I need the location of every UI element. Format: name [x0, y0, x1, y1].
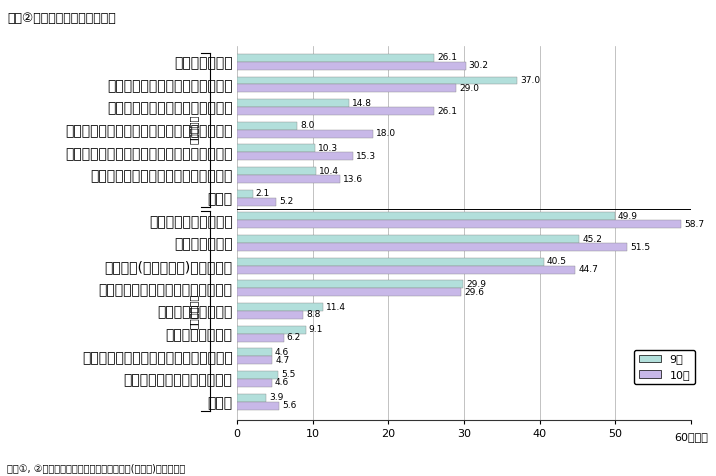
Text: 44.7: 44.7	[579, 265, 599, 274]
Bar	[237, 84, 456, 92]
Text: 9.1: 9.1	[309, 325, 323, 334]
Bar	[237, 357, 272, 364]
Bar	[237, 326, 306, 334]
Text: 60（％）: 60（％）	[674, 432, 708, 442]
Bar	[237, 402, 279, 409]
Text: 5.5: 5.5	[281, 370, 296, 379]
Bar	[237, 167, 316, 175]
Bar	[237, 258, 543, 266]
Text: 51.5: 51.5	[630, 242, 650, 251]
Text: 技術的課題: 技術的課題	[188, 115, 198, 144]
Bar	[237, 334, 284, 342]
Bar	[237, 62, 465, 69]
Bar	[237, 280, 463, 288]
Text: 26.1: 26.1	[437, 107, 458, 116]
Text: 26.1: 26.1	[437, 53, 458, 62]
Text: 4.6: 4.6	[275, 348, 289, 357]
Text: 30.2: 30.2	[468, 61, 488, 70]
Bar	[237, 288, 461, 296]
Text: 営業面の課題: 営業面の課題	[188, 293, 198, 328]
Text: 6.2: 6.2	[287, 333, 301, 342]
Bar	[237, 371, 279, 379]
Bar	[237, 99, 349, 107]
Text: 図表①, ②「インターネットコマース調査」(郵政省)により作成: 図表①, ②「インターネットコマース調査」(郵政省)により作成	[7, 464, 185, 474]
Text: 8.0: 8.0	[301, 121, 315, 130]
Bar	[237, 122, 297, 130]
Text: 3.9: 3.9	[269, 393, 284, 402]
Bar	[237, 107, 435, 115]
Bar	[237, 190, 253, 198]
Bar	[237, 145, 315, 152]
Text: 58.7: 58.7	[684, 220, 705, 229]
Bar	[237, 379, 271, 387]
Bar	[237, 303, 323, 311]
Text: 37.0: 37.0	[520, 76, 540, 85]
Bar	[237, 152, 353, 160]
Bar	[237, 220, 682, 228]
Text: 15.3: 15.3	[356, 152, 376, 161]
Text: 4.7: 4.7	[276, 356, 290, 365]
Bar	[237, 243, 626, 251]
Bar	[237, 175, 340, 183]
Bar	[237, 394, 266, 402]
Text: 10.3: 10.3	[318, 144, 338, 153]
Bar	[237, 212, 615, 220]
Bar	[237, 130, 373, 138]
Text: 5.6: 5.6	[282, 401, 296, 410]
Text: 5.2: 5.2	[279, 197, 294, 206]
Bar	[237, 235, 579, 243]
Bar	[237, 198, 276, 206]
Text: 49.9: 49.9	[618, 212, 638, 221]
Bar	[237, 311, 304, 319]
Text: 45.2: 45.2	[582, 235, 602, 244]
Bar	[237, 77, 517, 84]
Text: 11.4: 11.4	[326, 303, 346, 311]
Text: 40.5: 40.5	[546, 257, 566, 266]
Text: 29.6: 29.6	[464, 288, 484, 297]
Text: 13.6: 13.6	[343, 175, 363, 184]
Text: 図表②　最終消費財分野の課題: 図表② 最終消費財分野の課題	[7, 12, 116, 25]
Bar	[237, 348, 271, 357]
Bar	[237, 54, 435, 62]
Text: 29.9: 29.9	[466, 280, 486, 289]
Text: 18.0: 18.0	[376, 129, 396, 138]
Bar	[237, 266, 576, 274]
Text: 10.4: 10.4	[319, 167, 339, 176]
Legend: 9年, 10年: 9年, 10年	[634, 350, 695, 384]
Text: 8.8: 8.8	[306, 310, 321, 319]
Text: 29.0: 29.0	[460, 84, 480, 93]
Text: 2.1: 2.1	[256, 189, 270, 198]
Text: 14.8: 14.8	[352, 99, 372, 108]
Text: 4.6: 4.6	[275, 378, 289, 387]
